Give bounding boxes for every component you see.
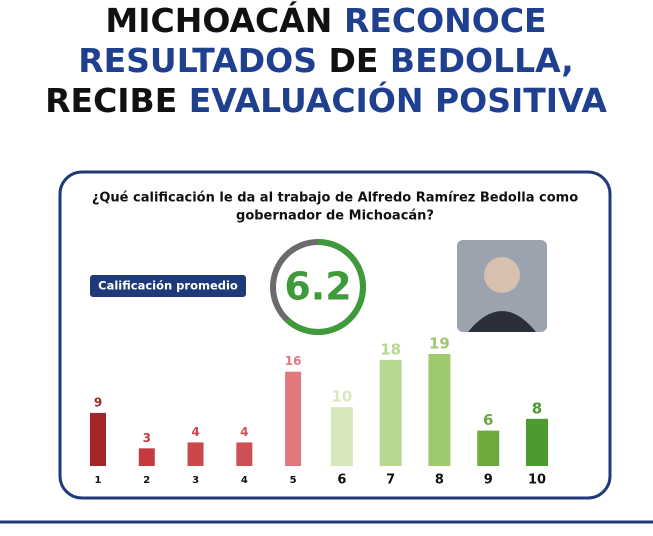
title-word: RECONOCE [344, 1, 547, 40]
bar [379, 359, 402, 466]
title-line: RECIBE EVALUACIÓN POSITIVA [45, 80, 607, 120]
x-tick-label: 7 [386, 473, 395, 488]
title-word: BEDOLLA, [390, 41, 574, 80]
value-label: 8 [532, 399, 542, 417]
title-word: MICHOACÁN [105, 0, 332, 40]
x-tick-label: 6 [337, 473, 346, 488]
bar [285, 371, 302, 466]
x-tick-label: 3 [192, 475, 199, 486]
x-tick-label: 10 [528, 473, 546, 488]
x-tick-label: 5 [290, 475, 297, 486]
gauge-arc [285, 239, 366, 335]
bar [138, 448, 155, 466]
x-tick-label: 1 [95, 475, 102, 486]
gauge-value: 6.2 [284, 265, 351, 309]
value-label: 18 [380, 340, 401, 358]
x-tick-label: 4 [241, 475, 248, 486]
photo-face [484, 257, 520, 293]
x-tick-label: 9 [484, 473, 493, 488]
photo-suit [468, 311, 536, 332]
x-tick-label: 2 [143, 475, 150, 486]
average-pill [90, 275, 246, 297]
bar [526, 418, 548, 466]
title-line: RESULTADOS DE BEDOLLA, [78, 41, 574, 80]
bar [428, 354, 451, 466]
question-line: ¿Qué calificación le da al trabajo de Al… [92, 191, 578, 206]
bar [187, 442, 204, 466]
title-line: MICHOACÁN RECONOCE [105, 0, 546, 40]
value-label: 10 [331, 388, 352, 406]
x-tick-label: 8 [435, 473, 444, 488]
title-word: RESULTADOS [78, 41, 317, 80]
title-word: RECIBE [45, 81, 177, 120]
average-label: Calificación promedio [98, 279, 238, 293]
title-word: EVALUACIÓN POSITIVA [189, 80, 608, 120]
value-label: 16 [285, 354, 302, 368]
value-label: 3 [143, 431, 151, 445]
value-label: 6 [483, 411, 493, 429]
bar [236, 442, 253, 466]
bar [330, 407, 353, 466]
value-label: 4 [191, 425, 199, 439]
value-label: 9 [94, 395, 102, 409]
bar [90, 412, 106, 466]
value-label: 4 [240, 425, 248, 439]
value-label: 19 [429, 335, 450, 353]
title-word: DE [328, 41, 378, 80]
question-line: gobernador de Michoacán? [236, 209, 434, 224]
bar [477, 430, 500, 466]
